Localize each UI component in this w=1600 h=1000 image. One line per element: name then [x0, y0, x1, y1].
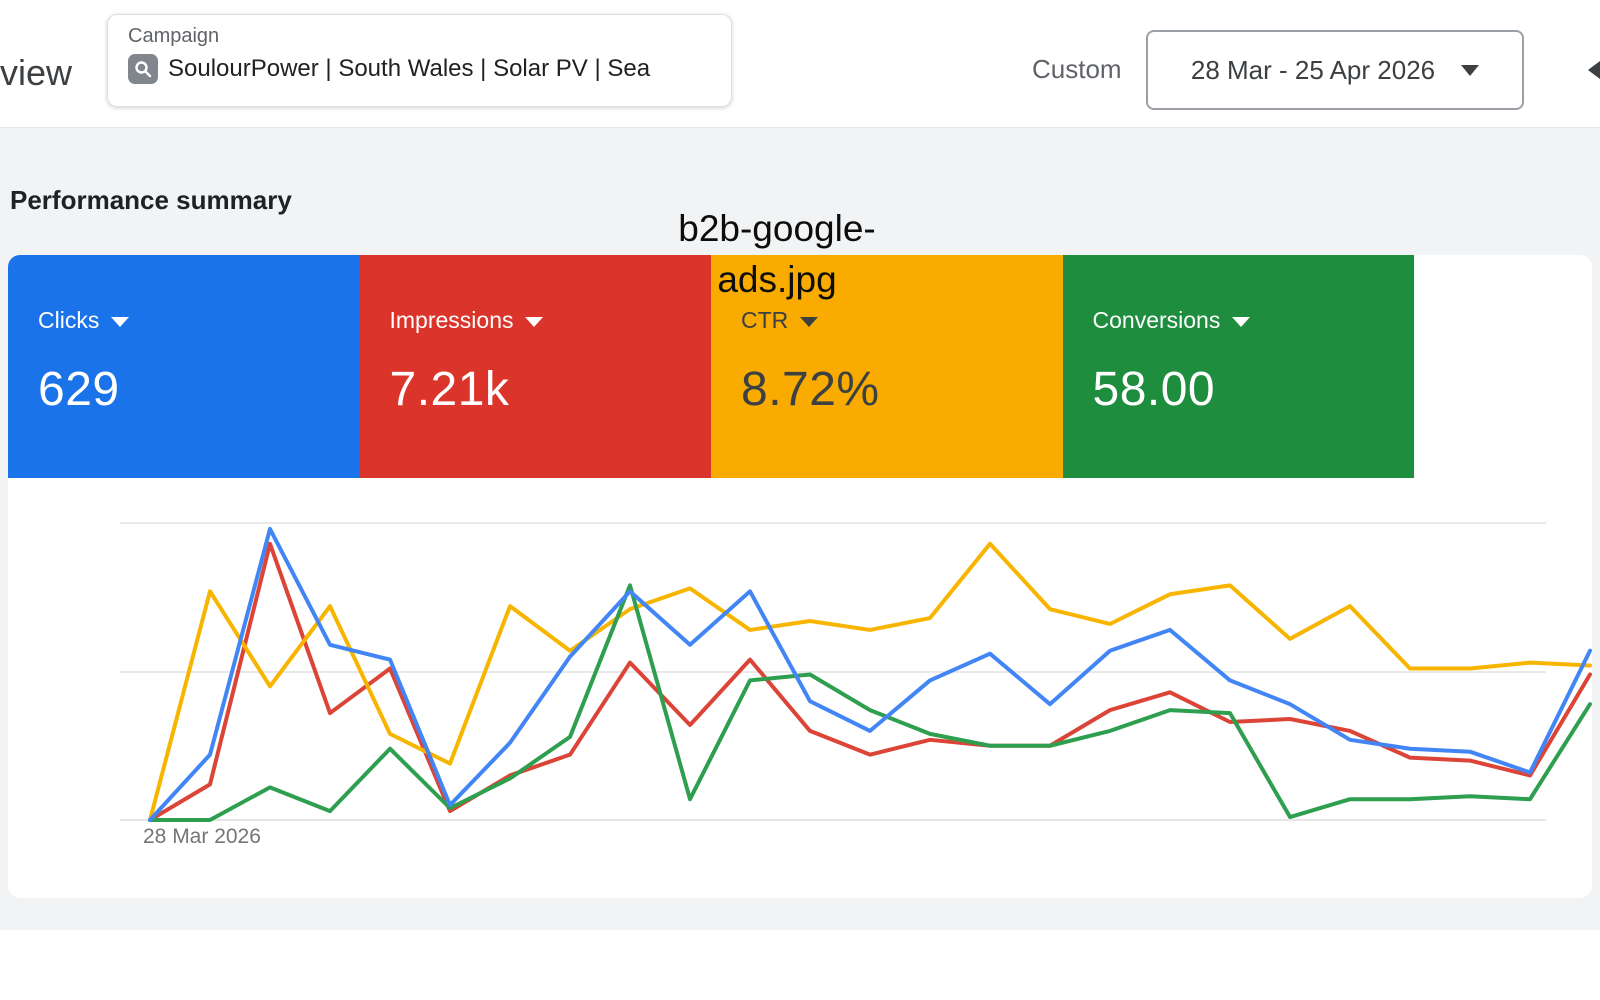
series-line-impressions[interactable]	[148, 541, 1592, 822]
series-line-conversions[interactable]	[148, 583, 1592, 822]
performance-timeseries-chart[interactable]	[8, 255, 1592, 898]
search-icon	[128, 54, 158, 84]
campaign-selector-value: SoulourPower | South Wales | Solar PV | …	[168, 55, 651, 82]
section-title: Performance summary	[10, 185, 292, 215]
metric-value: 8.72%	[741, 363, 880, 416]
x-axis-first-tick: 28 Mar 2026	[143, 825, 261, 848]
caret-down-icon[interactable]	[111, 317, 130, 327]
watermark-filename: b2b-google- ads.jpg	[678, 208, 876, 300]
caret-down-icon[interactable]	[800, 317, 819, 327]
top-bar: view Campaign SoulourPower | South Wales…	[0, 0, 1600, 128]
caret-down-icon[interactable]	[1232, 317, 1251, 327]
performance-summary-card: Clicks 629 Impressions 7.21k CTR 8.72% C…	[8, 255, 1592, 898]
metric-card-impressions[interactable]: Impressions 7.21k	[359, 255, 711, 478]
metric-card-ctr[interactable]: CTR 8.72%	[711, 255, 1063, 478]
chart-gridlines	[120, 522, 1546, 821]
date-range-value: 28 Mar - 25 Apr 2026	[1190, 54, 1436, 85]
campaign-selector[interactable]: Campaign SoulourPower | South Wales | So…	[107, 14, 732, 107]
metric-label: CTR	[741, 307, 789, 333]
campaign-selector-label: Campaign	[128, 25, 220, 47]
left-arrow-icon[interactable]	[1588, 58, 1600, 82]
metric-card-conversions[interactable]: Conversions 58.00	[1062, 255, 1414, 478]
metric-value: 58.00	[1092, 363, 1216, 416]
page-title: view	[0, 52, 73, 93]
metric-value: 7.21k	[389, 363, 510, 416]
bottom-card	[0, 930, 1600, 1000]
metric-card-clicks[interactable]: Clicks 629	[8, 255, 360, 478]
chevron-down-icon	[1461, 64, 1480, 76]
date-range-mode-label: Custom	[1032, 54, 1122, 84]
metric-label: Impressions	[389, 307, 514, 333]
metric-label: Conversions	[1092, 307, 1221, 333]
metric-value: 629	[38, 363, 120, 416]
series-line-ctr[interactable]	[148, 541, 1592, 822]
date-range-picker[interactable]: 28 Mar - 25 Apr 2026	[1146, 30, 1524, 110]
metric-cards-row: Clicks 629 Impressions 7.21k CTR 8.72% C…	[8, 255, 1414, 478]
metric-label: Clicks	[38, 307, 100, 333]
caret-down-icon[interactable]	[525, 317, 544, 327]
series-line-clicks[interactable]	[148, 526, 1592, 822]
